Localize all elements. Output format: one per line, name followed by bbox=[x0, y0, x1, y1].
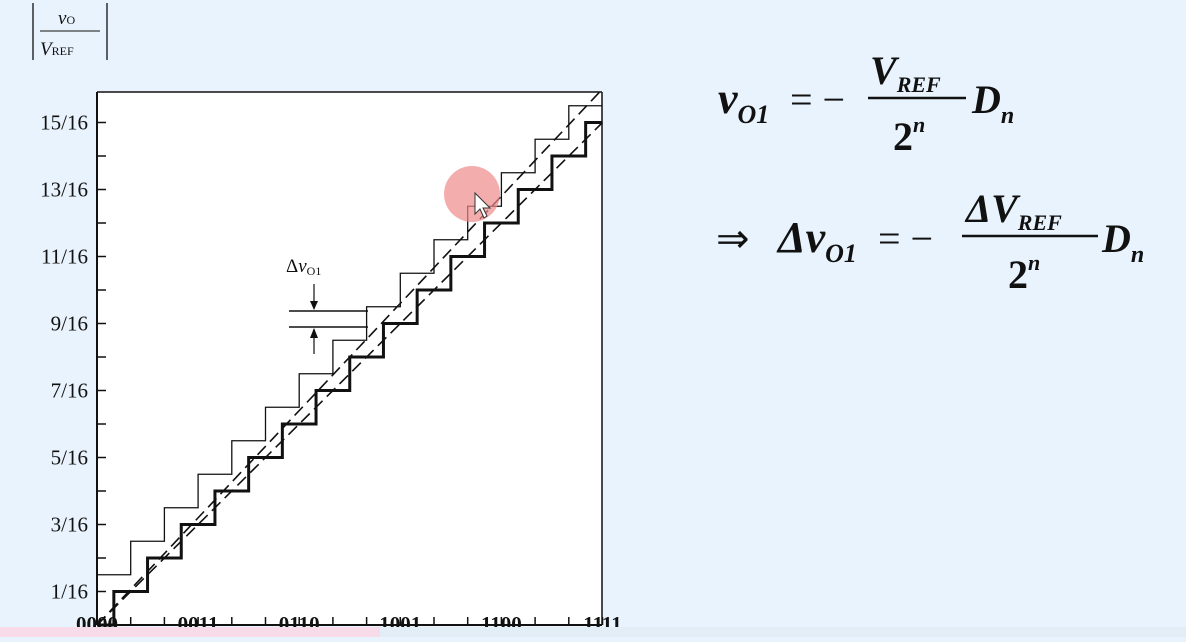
bottom-strip-right bbox=[380, 627, 1186, 637]
svg-text:ΔvO1: ΔvO1 bbox=[776, 213, 857, 268]
y-tick-label: 5/16 bbox=[51, 446, 88, 470]
svg-text:2n: 2n bbox=[1008, 250, 1040, 297]
formula-2: ⇒ ΔvO1 = − ΔVREF 2n Dn bbox=[716, 186, 1144, 297]
y-tick-label: 7/16 bbox=[51, 379, 88, 403]
f2-lhs-sub: O1 bbox=[825, 239, 857, 268]
annotation-delta: Δ bbox=[286, 256, 298, 277]
annotation-var: v bbox=[298, 256, 307, 277]
f2-lhs: Δv bbox=[776, 213, 826, 262]
ylabel-num: v bbox=[58, 8, 67, 29]
f1-den: 2 bbox=[893, 114, 913, 159]
cursor-highlight bbox=[444, 166, 500, 222]
f1-lhs: v bbox=[718, 74, 738, 123]
series-dashed-shifted bbox=[96, 88, 604, 626]
svg-text:VREF: VREF bbox=[870, 48, 941, 97]
svg-text:vO: vO bbox=[58, 8, 75, 29]
y-tick-label: 15/16 bbox=[40, 111, 88, 135]
y-tick-label: 11/16 bbox=[41, 245, 88, 269]
f2-num-sub: REF bbox=[1017, 210, 1062, 235]
f1-eq: = − bbox=[790, 77, 845, 122]
f2-eq: = − bbox=[878, 216, 933, 261]
f2-tail-sub: n bbox=[1131, 242, 1144, 268]
svg-text:VREF: VREF bbox=[40, 39, 74, 60]
f2-den: 2 bbox=[1008, 252, 1028, 297]
mouse-pointer-icon bbox=[474, 191, 492, 219]
f1-num: V bbox=[870, 48, 900, 93]
series-dashed-ideal bbox=[96, 121, 604, 626]
f1-den-sup: n bbox=[913, 112, 925, 137]
ylabel-den: V bbox=[40, 39, 54, 60]
y-tick-label: 3/16 bbox=[51, 513, 88, 537]
f2-arrow: ⇒ bbox=[716, 216, 750, 261]
f1-tail-sub: n bbox=[1001, 103, 1014, 129]
y-axis-label: vO VREF bbox=[32, 3, 108, 60]
y-tick-label: 1/16 bbox=[51, 580, 88, 604]
svg-text:vO1: vO1 bbox=[718, 74, 769, 129]
bottom-strip-left bbox=[0, 627, 380, 637]
svg-text:Dn: Dn bbox=[1101, 216, 1144, 268]
series-layer bbox=[96, 88, 604, 627]
formula-1: vO1 = − VREF 2n Dn bbox=[718, 48, 1014, 159]
delta-annotation: ΔvO1 bbox=[286, 256, 368, 354]
f2-den-sup: n bbox=[1028, 250, 1040, 275]
f1-lhs-sub: O1 bbox=[738, 100, 770, 129]
y-ticks: 1/16 3/16 5/16 7/16 9/16 11/16 13/16 15/16 bbox=[40, 111, 106, 604]
f1-tail: D bbox=[971, 77, 1001, 122]
svg-text:2n: 2n bbox=[893, 112, 925, 159]
f2-tail: D bbox=[1101, 216, 1131, 261]
svg-text:ΔvO1: ΔvO1 bbox=[286, 256, 321, 278]
series-thin-staircase bbox=[97, 105, 603, 576]
y-tick-label: 9/16 bbox=[51, 312, 88, 336]
svg-text:ΔVREF: ΔVREF bbox=[964, 186, 1062, 235]
ylabel-num-sub: O bbox=[66, 13, 75, 27]
y-tick-label: 13/16 bbox=[40, 178, 88, 202]
annotation-sub: O1 bbox=[307, 264, 322, 278]
f1-num-sub: REF bbox=[896, 72, 941, 97]
ylabel-den-sub: REF bbox=[52, 44, 74, 58]
series-thick-staircase bbox=[97, 121, 603, 627]
svg-text:Dn: Dn bbox=[971, 77, 1014, 129]
f2-num: ΔV bbox=[964, 186, 1021, 231]
